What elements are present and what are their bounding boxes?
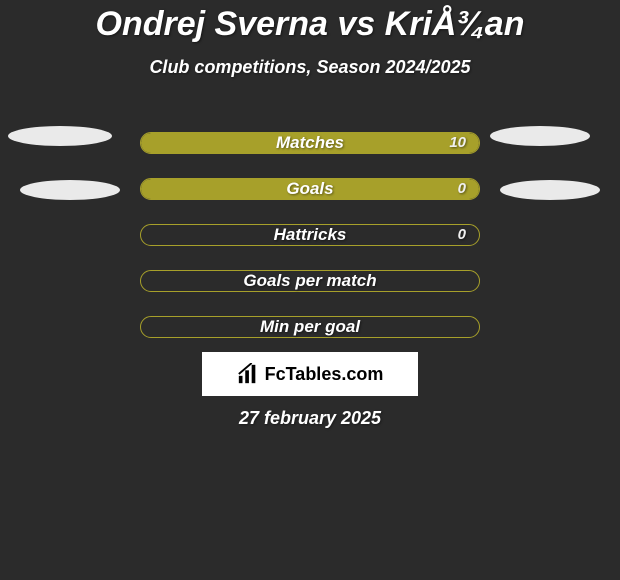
bar-chart-icon	[237, 363, 259, 385]
decorative-ellipse	[20, 180, 120, 200]
stat-row-min-per-goal: Min per goal	[0, 304, 620, 350]
stat-row-goals-per-match: Goals per match	[0, 258, 620, 304]
bar-track	[140, 132, 480, 154]
date-label: 27 february 2025	[0, 408, 620, 429]
bar-fill	[141, 179, 479, 199]
bar-fill	[141, 133, 479, 153]
bar-track	[140, 316, 480, 338]
bar-track	[140, 270, 480, 292]
bar-track	[140, 224, 480, 246]
stat-row-hattricks: Hattricks 0	[0, 212, 620, 258]
fctables-logo: FcTables.com	[202, 352, 418, 396]
logo-text: FcTables.com	[265, 364, 384, 385]
decorative-ellipse	[8, 126, 112, 146]
page-title: Ondrej Sverna vs KriÅ¾an	[0, 0, 620, 43]
subtitle: Club competitions, Season 2024/2025	[0, 57, 620, 78]
decorative-ellipse	[490, 126, 590, 146]
stats-rows: Matches 10 Goals 0 Hattricks 0 Goals per…	[0, 120, 620, 350]
bar-track	[140, 178, 480, 200]
decorative-ellipse	[500, 180, 600, 200]
